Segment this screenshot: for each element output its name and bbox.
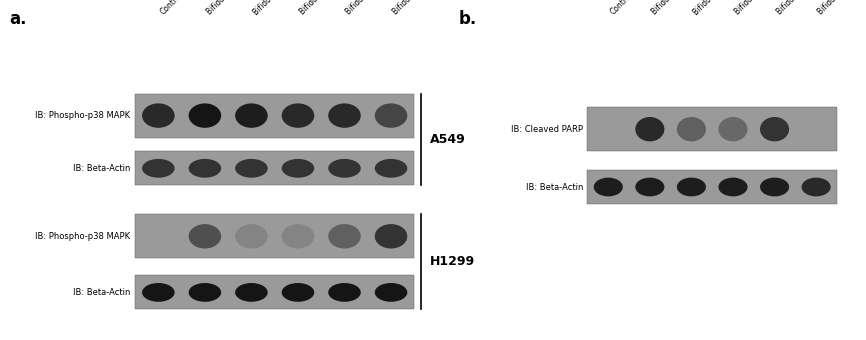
Ellipse shape [719, 117, 747, 141]
Ellipse shape [375, 103, 407, 128]
Text: IB: Beta-Actin: IB: Beta-Actin [74, 164, 131, 173]
Ellipse shape [236, 283, 268, 302]
Ellipse shape [142, 159, 175, 178]
Ellipse shape [677, 117, 706, 141]
Text: Bifidobacterium bifidum: Bifidobacterium bifidum [205, 0, 277, 17]
Text: Bifidobacterium longum: Bifidobacterium longum [691, 0, 763, 17]
Ellipse shape [328, 283, 361, 302]
Ellipse shape [189, 283, 221, 302]
Text: Bifidobacterium lactis: Bifidobacterium lactis [298, 0, 364, 17]
Ellipse shape [281, 159, 314, 178]
Text: H1299: H1299 [430, 255, 475, 268]
FancyBboxPatch shape [135, 275, 414, 309]
Ellipse shape [236, 224, 268, 249]
Ellipse shape [594, 177, 623, 197]
Text: A549: A549 [430, 133, 466, 146]
Text: Bifidobacterium longum: Bifidobacterium longum [251, 0, 323, 17]
Ellipse shape [677, 177, 706, 197]
Text: IB: Cleaved PARP: IB: Cleaved PARP [511, 125, 584, 134]
Text: a.: a. [9, 10, 27, 28]
Ellipse shape [328, 224, 361, 249]
FancyBboxPatch shape [587, 107, 837, 151]
Ellipse shape [236, 159, 268, 178]
Ellipse shape [189, 159, 221, 178]
Ellipse shape [236, 103, 268, 128]
Ellipse shape [636, 177, 664, 197]
Ellipse shape [328, 159, 361, 178]
Text: Bifidobacterium infantis 2: Bifidobacterium infantis 2 [816, 0, 866, 17]
FancyBboxPatch shape [135, 214, 414, 258]
Text: IB: Phospho-p38 MAPK: IB: Phospho-p38 MAPK [36, 111, 131, 120]
Ellipse shape [281, 283, 314, 302]
Ellipse shape [760, 117, 789, 141]
Ellipse shape [142, 283, 175, 302]
Ellipse shape [719, 177, 747, 197]
Ellipse shape [636, 117, 664, 141]
Text: Bifidobacterium infantis 2: Bifidobacterium infantis 2 [391, 0, 468, 17]
Text: IB: Beta-Actin: IB: Beta-Actin [74, 288, 131, 297]
Ellipse shape [189, 224, 221, 249]
Text: b.: b. [459, 10, 477, 28]
Text: Control: Control [608, 0, 635, 17]
Text: Control: Control [158, 0, 184, 17]
Ellipse shape [375, 224, 407, 249]
Text: Bifidobacterium infantis 1: Bifidobacterium infantis 1 [774, 0, 851, 17]
Ellipse shape [281, 103, 314, 128]
FancyBboxPatch shape [587, 170, 837, 204]
FancyBboxPatch shape [135, 151, 414, 185]
FancyBboxPatch shape [135, 94, 414, 138]
Text: IB: Beta-Actin: IB: Beta-Actin [526, 183, 584, 191]
Text: IB: Phospho-p38 MAPK: IB: Phospho-p38 MAPK [36, 232, 131, 241]
Ellipse shape [760, 177, 789, 197]
Ellipse shape [375, 283, 407, 302]
Ellipse shape [375, 159, 407, 178]
Ellipse shape [802, 177, 830, 197]
Text: Bifidobacterium infantis 1: Bifidobacterium infantis 1 [345, 0, 421, 17]
Ellipse shape [328, 103, 361, 128]
Ellipse shape [281, 224, 314, 249]
Text: Bifidobacterium bifidum: Bifidobacterium bifidum [650, 0, 721, 17]
Ellipse shape [142, 103, 175, 128]
Text: Bifidobacterium lactis: Bifidobacterium lactis [733, 0, 798, 17]
Ellipse shape [189, 103, 221, 128]
